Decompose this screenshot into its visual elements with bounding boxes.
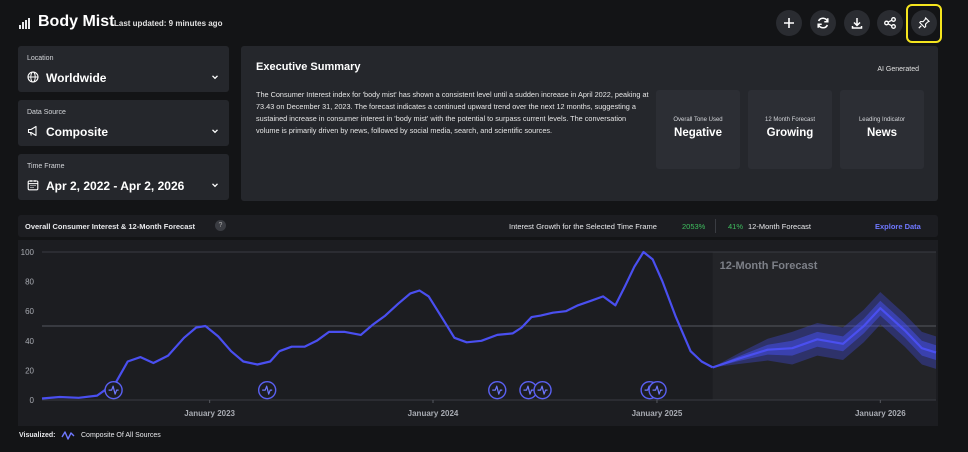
data-source-dropdown[interactable]: Data Source Composite [18, 100, 229, 146]
y-tick-label: 100 [21, 248, 35, 257]
forecast-percent: 41% [728, 222, 744, 231]
pin-button[interactable] [911, 10, 937, 36]
marker-pulse-glyph [537, 385, 548, 395]
share-button[interactable] [877, 10, 903, 36]
y-tick-label: 40 [25, 337, 34, 346]
y-tick-label: 80 [25, 278, 34, 287]
forecast-label: 12-Month Forecast [748, 222, 811, 231]
marker-pulse-glyph [108, 385, 119, 395]
data-source-value: Composite [46, 125, 109, 139]
stat-label: Overall Tone Used [673, 117, 723, 123]
legend-label: Visualized: [19, 432, 56, 439]
stat-card-indicator: Leading Indicator News [840, 90, 924, 169]
bar-chart-icon [19, 18, 31, 29]
legend-series-name: Composite Of All Sources [81, 432, 161, 439]
divider [715, 219, 716, 233]
marker-pulse-glyph [492, 385, 503, 395]
last-updated-text: Last updated: 9 minutes ago [114, 19, 223, 28]
y-tick-label: 60 [25, 307, 34, 316]
location-dropdown[interactable]: Location Worldwide [18, 46, 229, 92]
chevron-down-icon [212, 75, 218, 80]
pin-button-highlight [906, 4, 942, 43]
megaphone-icon [27, 125, 37, 137]
x-tick-label: January 2026 [855, 409, 906, 418]
plus-icon [784, 18, 794, 28]
marker-pulse-glyph [652, 385, 663, 395]
chart-header: Overall Consumer Interest & 12-Month For… [18, 215, 938, 237]
series-line-composite [41, 250, 714, 400]
location-label: Location [27, 55, 54, 62]
add-button[interactable] [776, 10, 802, 36]
download-icon [851, 18, 863, 29]
interest-chart[interactable]: 12-Month Forecast 0 20 40 60 80 100 January 202… [0, 240, 968, 426]
y-tick-label: 0 [30, 396, 35, 405]
stat-value: News [866, 127, 898, 139]
marker-pulse-glyph [262, 385, 273, 395]
time-frame-label: Time Frame [27, 163, 65, 170]
download-button[interactable] [844, 10, 870, 36]
chevron-down-icon [212, 129, 218, 134]
chart-title: Overall Consumer Interest & 12-Month For… [25, 222, 196, 231]
calendar-icon [27, 180, 39, 191]
location-value: Worldwide [46, 71, 107, 85]
y-tick-label: 20 [25, 366, 34, 375]
globe-icon [27, 71, 39, 83]
forecast-region-label: 12-Month Forecast [720, 260, 818, 272]
page-title: Body Mist [38, 13, 115, 30]
marker-pulse-glyph [523, 385, 534, 395]
top-bar: Body Mist Last updated: 9 minutes ago [0, 0, 968, 46]
chevron-down-icon [212, 183, 218, 188]
x-tick-label: January 2024 [408, 409, 459, 418]
stat-card-tone: Overall Tone Used Negative [656, 90, 740, 169]
x-tick-label: January 2023 [184, 409, 235, 418]
stat-value: Growing [766, 127, 814, 139]
refresh-icon [817, 17, 829, 29]
series-line-forecast [712, 307, 937, 369]
stat-label: Leading Indicator [858, 117, 906, 123]
line-series-icon [61, 431, 75, 440]
share-icon [884, 17, 896, 29]
ai-generated-tag: AI Generated [877, 66, 919, 73]
growth-label: Interest Growth for the Selected Time Fr… [509, 222, 657, 231]
help-icon[interactable]: ? [215, 220, 226, 231]
explore-data-link[interactable]: Explore Data [875, 222, 921, 231]
refresh-button[interactable] [810, 10, 836, 36]
executive-summary-panel: Executive Summary AI Generated The Consu… [241, 46, 938, 201]
x-tick-label: January 2025 [632, 409, 683, 418]
summary-text: The Consumer Interest index for 'body mi… [256, 90, 649, 135]
stat-card-forecast: 12 Month Forecast Growing [748, 90, 832, 169]
stat-value: Negative [674, 127, 722, 139]
time-frame-value: Apr 2, 2022 - Apr 2, 2026 [46, 179, 185, 193]
data-source-label: Data Source [27, 109, 66, 116]
pin-icon [918, 17, 930, 29]
time-frame-dropdown[interactable]: Time Frame Apr 2, 2022 - Apr 2, 2026 [18, 154, 229, 200]
stat-label: 12 Month Forecast [764, 117, 816, 123]
summary-title: Executive Summary [256, 61, 361, 73]
growth-value: 2053% [682, 222, 706, 231]
